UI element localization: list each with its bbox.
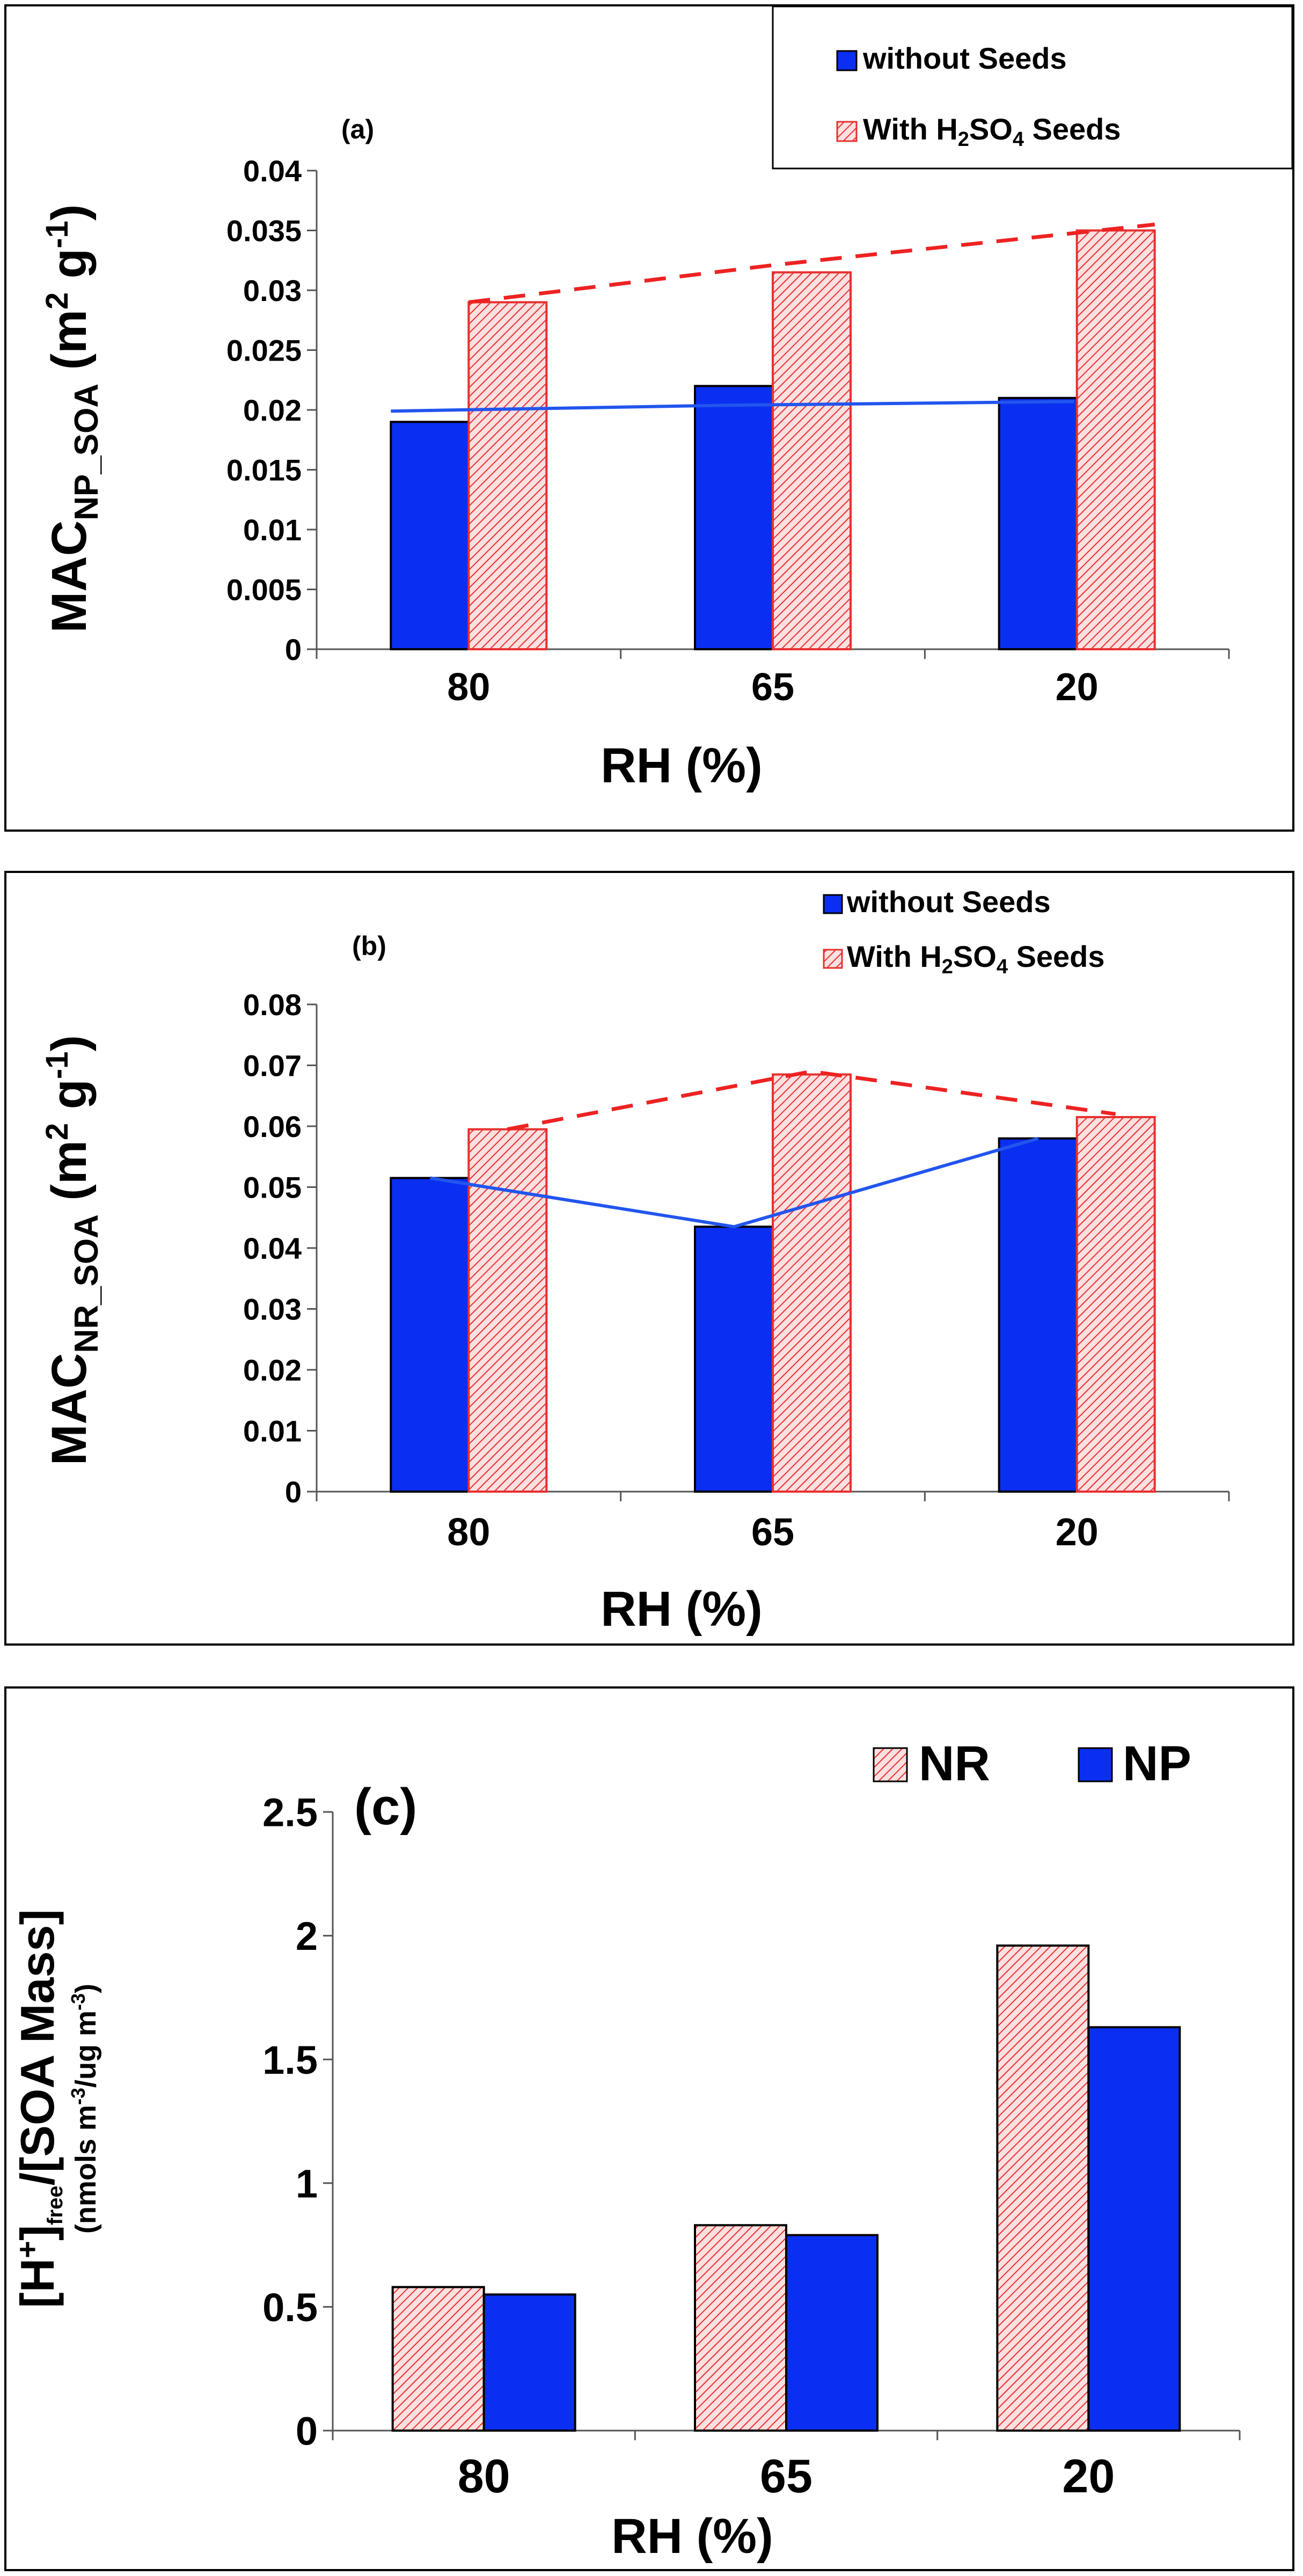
x-axis-label-a: RH (%): [601, 738, 763, 793]
panel-c: (c) NR NP 0 0.5 1 1.5 2 2.5 80 65 20 [H+]free/[S…: [10, 1736, 1241, 2564]
x-axis-label-c: RH (%): [611, 2509, 773, 2564]
bar-without-seeds-20: [998, 397, 1078, 650]
y-axis-label-a: MACNP_SOA (m2 g-1): [40, 204, 105, 633]
panel-c-frame: [4, 1686, 1294, 2571]
x-tick-label: 20: [1062, 2449, 1115, 2502]
bar-with-h2so4-seeds-65: [772, 271, 852, 650]
x-tick-label: 20: [1056, 666, 1099, 709]
y-tick-label: 0.02: [243, 393, 302, 427]
x-tick-label: 65: [760, 2449, 812, 2502]
bar-with-h2so4-seeds-20: [1075, 1115, 1156, 1493]
y-tick-label: 0.07: [243, 1049, 302, 1083]
legend-swatch-red-b: [823, 949, 843, 969]
bar-np-65: [785, 2234, 879, 2432]
bar-nr-65: [694, 2224, 787, 2432]
bar-nr-80: [391, 2286, 485, 2432]
y-axis-label-c-line2: (nmols m-3/ug m-3): [67, 1984, 102, 2234]
trend-line-without-seeds: [391, 400, 1074, 413]
y-tick-label: 1: [296, 2161, 318, 2206]
x-tick-label: 80: [458, 2449, 510, 2502]
x-tick-label: 80: [447, 1511, 490, 1554]
legend-box-a: [772, 5, 1293, 170]
bar-with-h2so4-seeds-20: [1075, 229, 1156, 650]
y-tick-label: 0.5: [262, 2285, 318, 2330]
legend-label-with-seeds-b: With H2SO4 Seeds: [847, 940, 1105, 978]
bar-np-20: [1087, 2026, 1181, 2432]
y-tick-label: 0.08: [243, 988, 302, 1022]
legend-label-nr-c: NR: [919, 1736, 990, 1791]
trend-line-without-seeds: [429, 1136, 1039, 1229]
y-tick-label: 0.035: [226, 214, 302, 248]
y-tick-label: 2: [296, 1914, 318, 1958]
x-tick-label: 80: [447, 666, 490, 709]
panel-label-c: (c): [354, 1778, 417, 1836]
trend-line-with-seeds: [507, 1069, 1116, 1132]
legend-swatch-blue-a: [836, 50, 858, 71]
y-tick-label: 0.03: [243, 1293, 302, 1326]
y-tick-label: 0.01: [243, 513, 302, 547]
bar-without-seeds-20: [998, 1137, 1078, 1493]
legend-label-without-seeds-a: without Seeds: [862, 41, 1067, 75]
bar-with-h2so4-seeds-65: [772, 1073, 852, 1493]
y-tick-label: 0.03: [243, 274, 302, 307]
y-tick-label: 0.06: [243, 1110, 302, 1143]
bar-with-h2so4-seeds-80: [467, 1128, 548, 1493]
y-axis-label-c-line1: [H+]free/[SOA Mass]: [10, 1909, 67, 2308]
bar-with-h2so4-seeds-80: [467, 301, 548, 650]
panel-a-frame: [4, 4, 1294, 832]
y-tick-label: 0.05: [243, 1171, 302, 1205]
bar-without-seeds-65: [694, 1225, 774, 1493]
y-tick-label: 0.015: [226, 453, 302, 487]
legend-swatch-red-a: [836, 121, 858, 142]
bar-np-80: [482, 2293, 576, 2432]
bar-without-seeds-65: [694, 385, 774, 651]
y-tick-label: 0.025: [226, 334, 302, 368]
bar-nr-20: [996, 1944, 1090, 2432]
x-tick-label: 20: [1056, 1511, 1099, 1554]
y-tick-label: 0: [285, 633, 302, 666]
bar-without-seeds-80: [390, 1177, 470, 1493]
legend-swatch-nr-c: [873, 1747, 908, 1782]
legend-label-with-seeds-a: With H2SO4 Seeds: [863, 112, 1121, 151]
y-axis-label-b: MACNR_SOA (m2 g-1): [40, 1035, 105, 1465]
x-tick-label: 65: [751, 666, 794, 709]
y-tick-label: 0.04: [243, 154, 302, 188]
legend-label-np-c: NP: [1123, 1736, 1191, 1791]
y-tick-label: 0: [285, 1475, 302, 1509]
panel-b: without Seeds With H2SO4 Seeds (b) 0 0.01…: [40, 885, 1230, 1636]
y-tick-label: 0.01: [243, 1414, 302, 1448]
bar-without-seeds-80: [390, 421, 470, 650]
y-tick-label: 0.005: [226, 573, 302, 607]
y-tick-label: 1.5: [262, 2038, 318, 2082]
x-tick-label: 65: [751, 1511, 794, 1554]
legend-swatch-blue-b: [823, 894, 843, 914]
x-axis-label-b: RH (%): [601, 1582, 763, 1636]
panel-label-b: (b): [352, 931, 386, 961]
panel-label-a: (a): [341, 114, 374, 144]
y-tick-label: 2.5: [262, 1790, 318, 1835]
legend-swatch-np-c: [1078, 1747, 1113, 1782]
y-tick-label: 0: [296, 2409, 318, 2454]
y-tick-label: 0.02: [243, 1353, 302, 1387]
panel-b-frame: [4, 871, 1294, 1646]
legend-label-without-seeds-b: without Seeds: [846, 885, 1051, 919]
y-tick-label: 0.04: [243, 1231, 302, 1265]
panel-a: without Seeds With H2SO4 Seeds (a) 0 0.00…: [40, 5, 1293, 793]
